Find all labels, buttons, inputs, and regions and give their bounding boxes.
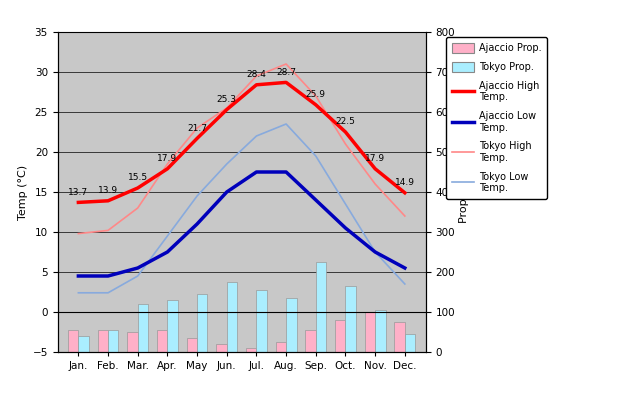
Text: 17.9: 17.9 bbox=[365, 154, 385, 163]
Bar bbox=[305, 330, 316, 352]
Text: 28.4: 28.4 bbox=[246, 70, 266, 79]
Bar bbox=[68, 330, 78, 352]
Bar bbox=[346, 286, 356, 352]
Legend: Ajaccio Prop., Tokyo Prop., Ajaccio High
Temp., Ajaccio Low
Temp., Tokyo High
Te: Ajaccio Prop., Tokyo Prop., Ajaccio High… bbox=[447, 37, 547, 199]
Text: 14.9: 14.9 bbox=[395, 178, 415, 187]
Text: 25.9: 25.9 bbox=[306, 90, 326, 99]
Bar bbox=[197, 294, 207, 352]
Bar bbox=[216, 344, 227, 352]
Text: 25.3: 25.3 bbox=[217, 95, 237, 104]
Bar bbox=[157, 330, 168, 352]
Bar bbox=[227, 282, 237, 352]
Bar bbox=[138, 304, 148, 352]
Text: 13.9: 13.9 bbox=[98, 186, 118, 195]
Y-axis label: Temp (°C): Temp (°C) bbox=[19, 164, 28, 220]
Bar bbox=[394, 322, 405, 352]
Bar bbox=[375, 310, 385, 352]
Bar bbox=[276, 342, 286, 352]
Bar bbox=[405, 334, 415, 352]
Text: 28.7: 28.7 bbox=[276, 68, 296, 77]
Bar bbox=[286, 298, 296, 352]
Bar bbox=[168, 300, 178, 352]
Bar bbox=[98, 330, 108, 352]
Text: 17.9: 17.9 bbox=[157, 154, 177, 163]
Text: 21.7: 21.7 bbox=[187, 124, 207, 133]
Bar bbox=[127, 332, 138, 352]
Text: 15.5: 15.5 bbox=[127, 174, 148, 182]
Bar bbox=[187, 338, 197, 352]
Y-axis label: Prop. (mm): Prop. (mm) bbox=[459, 161, 469, 223]
Bar bbox=[108, 330, 118, 352]
Bar bbox=[78, 336, 89, 352]
Bar bbox=[257, 290, 267, 352]
Text: 13.7: 13.7 bbox=[68, 188, 88, 197]
Text: 22.5: 22.5 bbox=[335, 118, 355, 126]
Bar bbox=[316, 262, 326, 352]
Bar bbox=[335, 320, 346, 352]
Bar bbox=[365, 312, 375, 352]
Bar bbox=[246, 348, 257, 352]
